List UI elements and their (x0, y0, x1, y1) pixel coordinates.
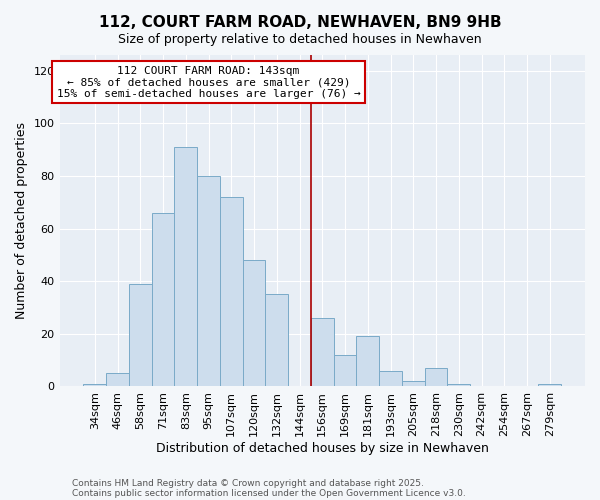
X-axis label: Distribution of detached houses by size in Newhaven: Distribution of detached houses by size … (156, 442, 489, 455)
Bar (402, 381, 425, 386)
Bar (265, 294, 288, 386)
Bar (448, 384, 470, 386)
Text: 112, COURT FARM ROAD, NEWHAVEN, BN9 9HB: 112, COURT FARM ROAD, NEWHAVEN, BN9 9HB (98, 15, 502, 30)
Text: Size of property relative to detached houses in Newhaven: Size of property relative to detached ho… (118, 32, 482, 46)
Bar (220, 197, 242, 386)
Bar (334, 355, 356, 386)
Bar (175, 147, 197, 386)
Bar (129, 284, 152, 386)
Y-axis label: Number of detached properties: Number of detached properties (15, 122, 28, 319)
Bar (152, 213, 175, 386)
Bar (356, 336, 379, 386)
Bar (197, 176, 220, 386)
Bar (425, 368, 448, 386)
Bar (83, 384, 106, 386)
Text: Contains HM Land Registry data © Crown copyright and database right 2025.: Contains HM Land Registry data © Crown c… (72, 478, 424, 488)
Bar (242, 260, 265, 386)
Bar (538, 384, 561, 386)
Bar (106, 374, 129, 386)
Bar (311, 318, 334, 386)
Text: Contains public sector information licensed under the Open Government Licence v3: Contains public sector information licen… (72, 488, 466, 498)
Text: 112 COURT FARM ROAD: 143sqm
← 85% of detached houses are smaller (429)
15% of se: 112 COURT FARM ROAD: 143sqm ← 85% of det… (56, 66, 361, 98)
Bar (379, 370, 402, 386)
